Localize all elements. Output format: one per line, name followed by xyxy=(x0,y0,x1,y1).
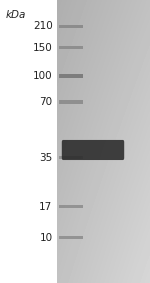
Bar xyxy=(58,236,82,239)
Text: 210: 210 xyxy=(33,21,52,31)
Text: kDa: kDa xyxy=(6,10,26,20)
Bar xyxy=(58,74,82,78)
FancyBboxPatch shape xyxy=(62,140,124,160)
Text: 70: 70 xyxy=(39,97,52,107)
Text: 100: 100 xyxy=(33,71,52,81)
Bar xyxy=(58,205,82,208)
Text: 35: 35 xyxy=(39,153,52,163)
Text: 10: 10 xyxy=(39,233,52,243)
Bar xyxy=(58,25,82,28)
Bar xyxy=(58,46,82,49)
Bar xyxy=(58,100,82,104)
Text: 150: 150 xyxy=(33,42,52,53)
Text: 17: 17 xyxy=(39,201,52,212)
Bar xyxy=(58,156,82,159)
